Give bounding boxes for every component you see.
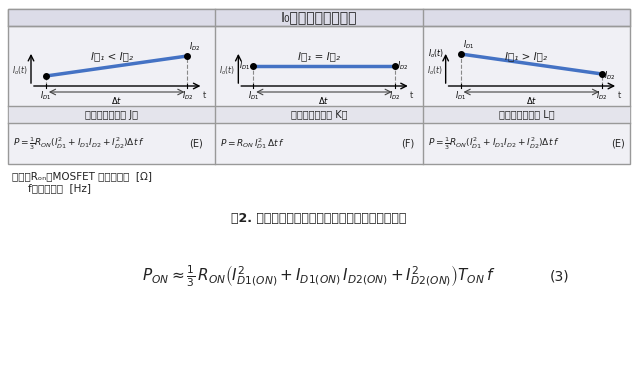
Text: $P_{ON} \approx \frac{1}{3} \, R_{ON} \left( I_{D1(ON)}^2 + I_{D1(ON)} \, I_{D2(: $P_{ON} \approx \frac{1}{3} \, R_{ON} \l… — [142, 263, 496, 289]
Text: I₝₁ < I₝₂: I₝₁ < I₝₂ — [91, 51, 133, 61]
Text: $\Delta t$: $\Delta t$ — [318, 95, 330, 106]
Text: (E): (E) — [611, 139, 625, 149]
Text: I₝₁ > I₝₂: I₝₁ > I₝₂ — [505, 51, 547, 61]
FancyBboxPatch shape — [8, 106, 630, 123]
Text: $P = R_{ON} \, I_{D1}^2 \, \Delta t \, f$: $P = R_{ON} \, I_{D1}^2 \, \Delta t \, f… — [220, 136, 285, 151]
Text: $I_{D1}$: $I_{D1}$ — [463, 38, 474, 51]
Text: t: t — [410, 91, 413, 100]
Text: 例１（参见附表 J）: 例１（参见附表 J） — [85, 109, 138, 119]
Text: t: t — [203, 91, 206, 100]
Text: (3): (3) — [550, 269, 570, 283]
Text: t: t — [618, 91, 621, 100]
Text: I₀随时间的变化情况: I₀随时间的变化情况 — [281, 10, 357, 25]
Text: $I_{D2}$: $I_{D2}$ — [182, 89, 193, 101]
FancyBboxPatch shape — [8, 9, 630, 164]
Text: $I_{D2}$: $I_{D2}$ — [397, 60, 408, 72]
Text: $I_{D2}$: $I_{D2}$ — [597, 89, 607, 101]
Text: $I_{D2}$: $I_{D2}$ — [189, 40, 200, 53]
Text: $P = \frac{1}{3} R_{ON}(I_{D1}^2 + I_{D1} I_{D2} + I_{D2}^2) \Delta t \, f$: $P = \frac{1}{3} R_{ON}(I_{D1}^2 + I_{D1… — [13, 135, 144, 152]
Text: $I_{D2}$: $I_{D2}$ — [389, 89, 400, 101]
Text: $I_{D1}$: $I_{D1}$ — [40, 89, 52, 101]
Text: $I_{D1}$: $I_{D1}$ — [239, 60, 250, 72]
Text: $I_{D1}$: $I_{D1}$ — [455, 89, 466, 101]
Text: 例２（参见附表 K）: 例２（参见附表 K） — [291, 109, 347, 119]
Text: $I_o(t)$: $I_o(t)$ — [427, 48, 443, 60]
Text: 表2. 各种波形形状的线性近似法导通损耗计算公式: 表2. 各种波形形状的线性近似法导通损耗计算公式 — [232, 212, 406, 225]
Text: (F): (F) — [401, 139, 415, 149]
Text: $I_o(t)$: $I_o(t)$ — [427, 65, 443, 77]
Text: $P = \frac{1}{3} R_{ON}(I_{D1}^2 + I_{D1} I_{D2} + I_{D2}^2) \Delta t \, f$: $P = \frac{1}{3} R_{ON}(I_{D1}^2 + I_{D1… — [427, 135, 559, 152]
Text: I₝₁ = I₝₂: I₝₁ = I₝₂ — [298, 51, 340, 61]
Text: f：开关频率  [Hz]: f：开关频率 [Hz] — [28, 183, 91, 193]
Text: $\Delta t$: $\Delta t$ — [526, 95, 537, 106]
FancyBboxPatch shape — [8, 9, 630, 26]
Text: $I_o(t)$: $I_o(t)$ — [219, 65, 235, 77]
Text: $\Delta t$: $\Delta t$ — [111, 95, 122, 106]
Text: $I_{D1}$: $I_{D1}$ — [248, 89, 259, 101]
Text: $I_o(t)$: $I_o(t)$ — [12, 65, 28, 77]
Text: 但是，Rₒₙ：MOSFET 的导通电阻  [Ω]: 但是，Rₒₙ：MOSFET 的导通电阻 [Ω] — [12, 171, 152, 181]
Text: $I_{D2}$: $I_{D2}$ — [604, 70, 615, 82]
Text: 例３（参见附表 L）: 例３（参见附表 L） — [498, 109, 554, 119]
Text: (E): (E) — [189, 139, 204, 149]
